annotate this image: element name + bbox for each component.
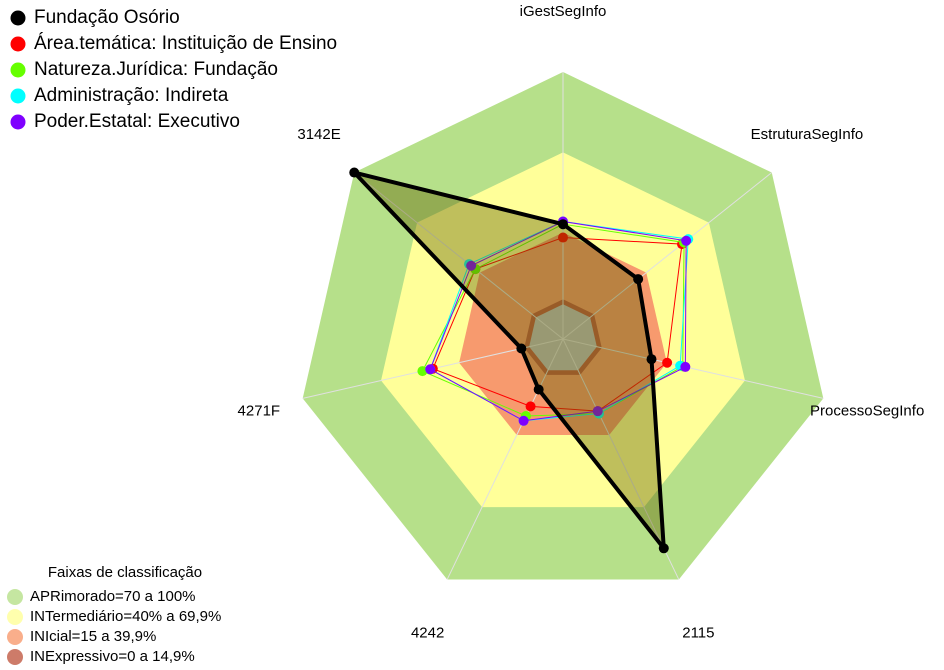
series-point	[633, 274, 644, 285]
series-point	[646, 354, 657, 365]
axis-label: iGestSegInfo	[520, 3, 607, 20]
band-legend-marker	[7, 589, 23, 605]
series-point	[518, 415, 529, 426]
axis-label: ProcessoSegInfo	[810, 403, 924, 420]
series-point	[349, 167, 360, 178]
band-legend-label: INIcial=15 a 39,9%	[30, 628, 156, 645]
axis-label: 4242	[411, 625, 444, 642]
axis-label: EstruturaSegInfo	[751, 126, 864, 143]
band-legend-label: APRimorado=70 a 100%	[30, 588, 196, 605]
legend-label: Fundação Osório	[34, 7, 180, 28]
band-legend-marker	[7, 629, 23, 645]
legend-label: Área.temática: Instituição de Ensino	[34, 33, 337, 54]
bands-title: Faixas de classificação	[48, 564, 202, 581]
band-legend-marker	[7, 609, 23, 625]
spoke	[562, 338, 680, 580]
legend-marker	[10, 10, 26, 26]
spoke	[562, 172, 773, 340]
series-point	[417, 366, 428, 377]
series-point	[425, 364, 436, 375]
legend-marker	[10, 36, 26, 52]
series-point	[533, 384, 544, 395]
legend-label: Natureza.Jurídica: Fundação	[34, 59, 278, 80]
series-point	[680, 361, 691, 372]
series-line	[432, 237, 683, 412]
spoke	[353, 172, 564, 340]
series-point	[662, 357, 673, 368]
band-legend-label: INExpressivo=0 a 14,9%	[30, 648, 195, 665]
series-point	[658, 543, 669, 554]
series-point	[516, 343, 527, 354]
series-point	[558, 232, 568, 243]
legend-label: Administração: Indireta	[34, 85, 229, 106]
axis-label: 4271F	[238, 403, 281, 420]
axis-label: 2115	[682, 625, 714, 642]
series-point	[525, 401, 536, 412]
series-area	[352, 170, 666, 551]
legend-marker	[10, 62, 26, 78]
series-point	[466, 260, 477, 271]
spoke	[446, 338, 564, 580]
band-legend-label: INTermediário=40% a 69,9%	[30, 608, 221, 625]
legend-marker	[10, 88, 26, 104]
series-point	[558, 219, 568, 230]
axis-label: 3142E	[297, 126, 340, 143]
band-legend-marker	[7, 649, 23, 665]
series-point	[592, 406, 603, 417]
series-line	[421, 223, 685, 417]
series-point	[681, 235, 692, 246]
legend-marker	[10, 114, 26, 130]
spoke	[562, 338, 824, 399]
legend-label: Poder.Estatal: Executivo	[34, 111, 240, 132]
